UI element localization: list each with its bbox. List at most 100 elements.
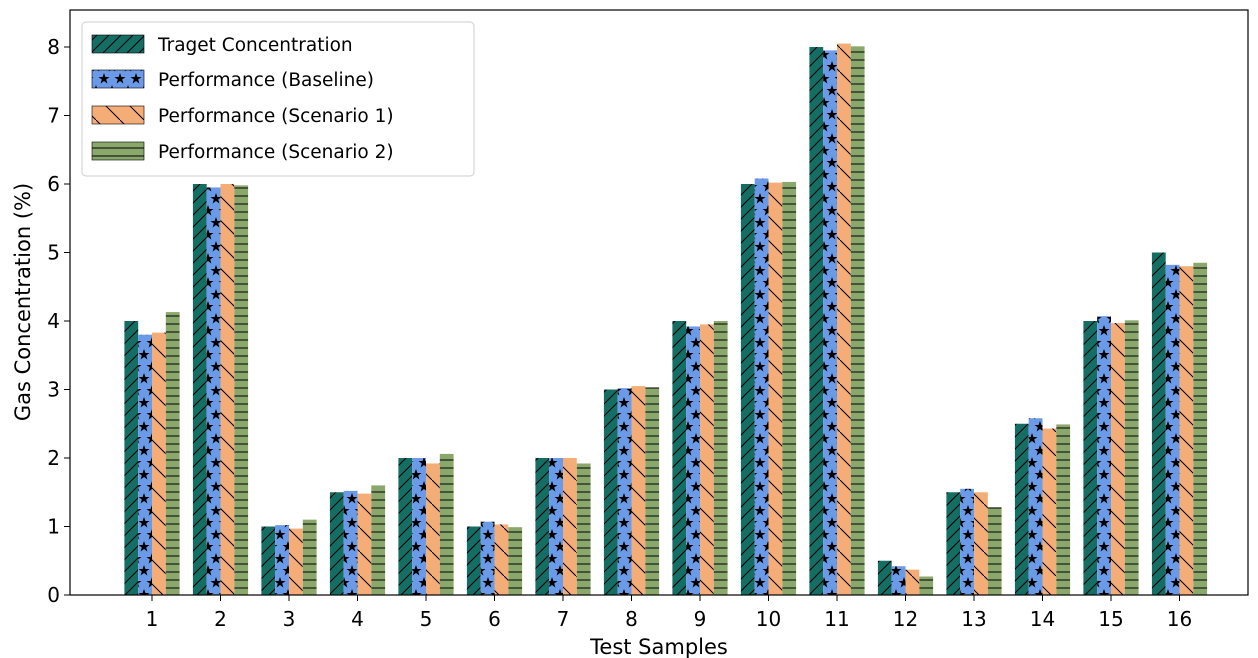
y-tick-label: 0 bbox=[47, 583, 60, 607]
bar-s1-c5 bbox=[398, 458, 413, 595]
x-axis-label: Test Samples bbox=[589, 635, 728, 658]
legend-swatch bbox=[91, 105, 145, 125]
bar-s2-c8 bbox=[617, 388, 632, 595]
bar-s2-c6 bbox=[480, 521, 495, 595]
bar-s3-c15 bbox=[1111, 323, 1125, 595]
bar-s1-c9 bbox=[672, 321, 687, 595]
bar-s3-c8 bbox=[631, 386, 646, 595]
bar-s2-c1 bbox=[138, 334, 152, 595]
y-tick-label: 5 bbox=[47, 241, 60, 265]
x-tick-label: 10 bbox=[756, 607, 781, 631]
bar-s4-c12 bbox=[919, 576, 934, 595]
bar-s2-c13 bbox=[960, 488, 974, 595]
bar-s1-c4 bbox=[329, 492, 344, 595]
y-axis-ticks: 0 1 2 3 4 5 6 7 8 bbox=[47, 35, 70, 607]
x-tick-label: 11 bbox=[824, 607, 849, 631]
y-tick-label: 2 bbox=[47, 446, 60, 470]
bar-s3-c7 bbox=[563, 458, 577, 595]
x-tick-label: 3 bbox=[283, 607, 296, 631]
bar-s1-c15 bbox=[1083, 321, 1098, 595]
y-tick-label: 1 bbox=[47, 515, 60, 539]
legend: Traget Concentration Performance (Baseli… bbox=[81, 21, 475, 177]
x-tick-label: 12 bbox=[893, 607, 918, 631]
bar-s3-c3 bbox=[289, 528, 303, 595]
bar-s2-c11 bbox=[823, 50, 837, 596]
bar-s3-c13 bbox=[974, 492, 988, 595]
bar-s3-c5 bbox=[426, 463, 440, 595]
bars-layer bbox=[124, 43, 1208, 596]
x-tick-label: 2 bbox=[214, 607, 227, 631]
x-tick-label: 1 bbox=[146, 607, 159, 631]
bar-s2-c5 bbox=[412, 458, 426, 595]
bar-s4-c4 bbox=[371, 485, 386, 595]
bar-s3-c4 bbox=[357, 493, 372, 595]
bar-s1-c11 bbox=[809, 47, 824, 595]
bar-s3-c1 bbox=[152, 332, 166, 595]
plot-frame bbox=[69, 9, 1249, 596]
y-tick-label: 7 bbox=[47, 104, 60, 128]
legend-label: Performance (Scenario 1) bbox=[158, 106, 394, 127]
legend-item: Performance (Scenario 1) bbox=[91, 105, 394, 127]
legend-label: Performance (Scenario 2) bbox=[158, 142, 394, 163]
x-tick-label: 8 bbox=[625, 607, 638, 631]
legend-swatch bbox=[91, 34, 145, 54]
x-tick-label: 14 bbox=[1030, 607, 1055, 631]
bar-s3-c16 bbox=[1179, 266, 1194, 595]
y-axis-label: Gas Concentration (%) bbox=[11, 183, 35, 421]
bar-s4-c14 bbox=[1056, 424, 1071, 595]
x-tick-label: 6 bbox=[488, 607, 501, 631]
y-tick-label: 8 bbox=[47, 35, 60, 59]
bar-s1-c7 bbox=[535, 458, 550, 595]
x-tick-label: 15 bbox=[1098, 607, 1123, 631]
bar-s4-c5 bbox=[439, 453, 454, 595]
x-tick-label: 7 bbox=[557, 607, 570, 631]
bar-s1-c1 bbox=[124, 321, 139, 595]
bar-s2-c9 bbox=[686, 326, 700, 595]
x-axis-ticks: 1 2 3 4 5 6 7 8 9 10 11 12 13 14 15 16 bbox=[146, 595, 1192, 631]
bar-s4-c3 bbox=[302, 519, 317, 595]
legend-swatch bbox=[91, 141, 145, 161]
y-tick-label: 4 bbox=[47, 309, 60, 333]
legend-item: Performance (Scenario 2) bbox=[91, 141, 394, 163]
bar-s3-c2 bbox=[220, 184, 235, 595]
bar-s2-c10 bbox=[754, 178, 769, 595]
bar-s3-c6 bbox=[494, 524, 509, 595]
bar-s4-c1 bbox=[165, 312, 180, 595]
bar-s1-c10 bbox=[740, 184, 755, 595]
legend-label: Performance (Baseline) bbox=[158, 70, 374, 91]
x-tick-label: 4 bbox=[351, 607, 364, 631]
bar-s3-c12 bbox=[905, 569, 920, 595]
bar-s1-c14 bbox=[1014, 423, 1029, 595]
legend-item: Performance (Baseline) bbox=[91, 69, 374, 91]
bar-s4-c9 bbox=[713, 321, 728, 595]
y-tick-label: 6 bbox=[47, 172, 60, 196]
bar-s4-c13 bbox=[987, 507, 1002, 595]
bar-s1-c16 bbox=[1151, 252, 1166, 595]
bar-s4-c2 bbox=[234, 185, 249, 595]
x-tick-label: 5 bbox=[420, 607, 433, 631]
x-tick-label: 16 bbox=[1167, 607, 1192, 631]
x-tick-label: 9 bbox=[694, 607, 707, 631]
bar-s1-c2 bbox=[192, 184, 207, 595]
x-tick-label: 13 bbox=[961, 607, 986, 631]
legend-item: Traget Concentration bbox=[91, 34, 353, 56]
legend-box bbox=[81, 21, 475, 177]
bar-s3-c9 bbox=[700, 324, 714, 595]
bar-s1-c6 bbox=[466, 526, 481, 595]
bar-s1-c3 bbox=[261, 526, 276, 595]
bar-s2-c16 bbox=[1165, 264, 1180, 595]
bar-s4-c10 bbox=[782, 181, 797, 595]
legend-swatch bbox=[91, 69, 145, 89]
bar-s2-c2 bbox=[206, 187, 221, 595]
bar-s3-c14 bbox=[1042, 428, 1057, 595]
bar-s2-c12 bbox=[891, 566, 906, 595]
bar-s4-c7 bbox=[576, 463, 591, 595]
bar-s2-c15 bbox=[1097, 316, 1111, 595]
bar-s2-c4 bbox=[343, 490, 358, 595]
bar-s4-c8 bbox=[645, 387, 660, 595]
bar-s3-c10 bbox=[768, 182, 783, 595]
bar-s1-c12 bbox=[877, 560, 892, 595]
bar-s1-c13 bbox=[946, 492, 961, 595]
y-tick-label: 3 bbox=[47, 378, 60, 402]
